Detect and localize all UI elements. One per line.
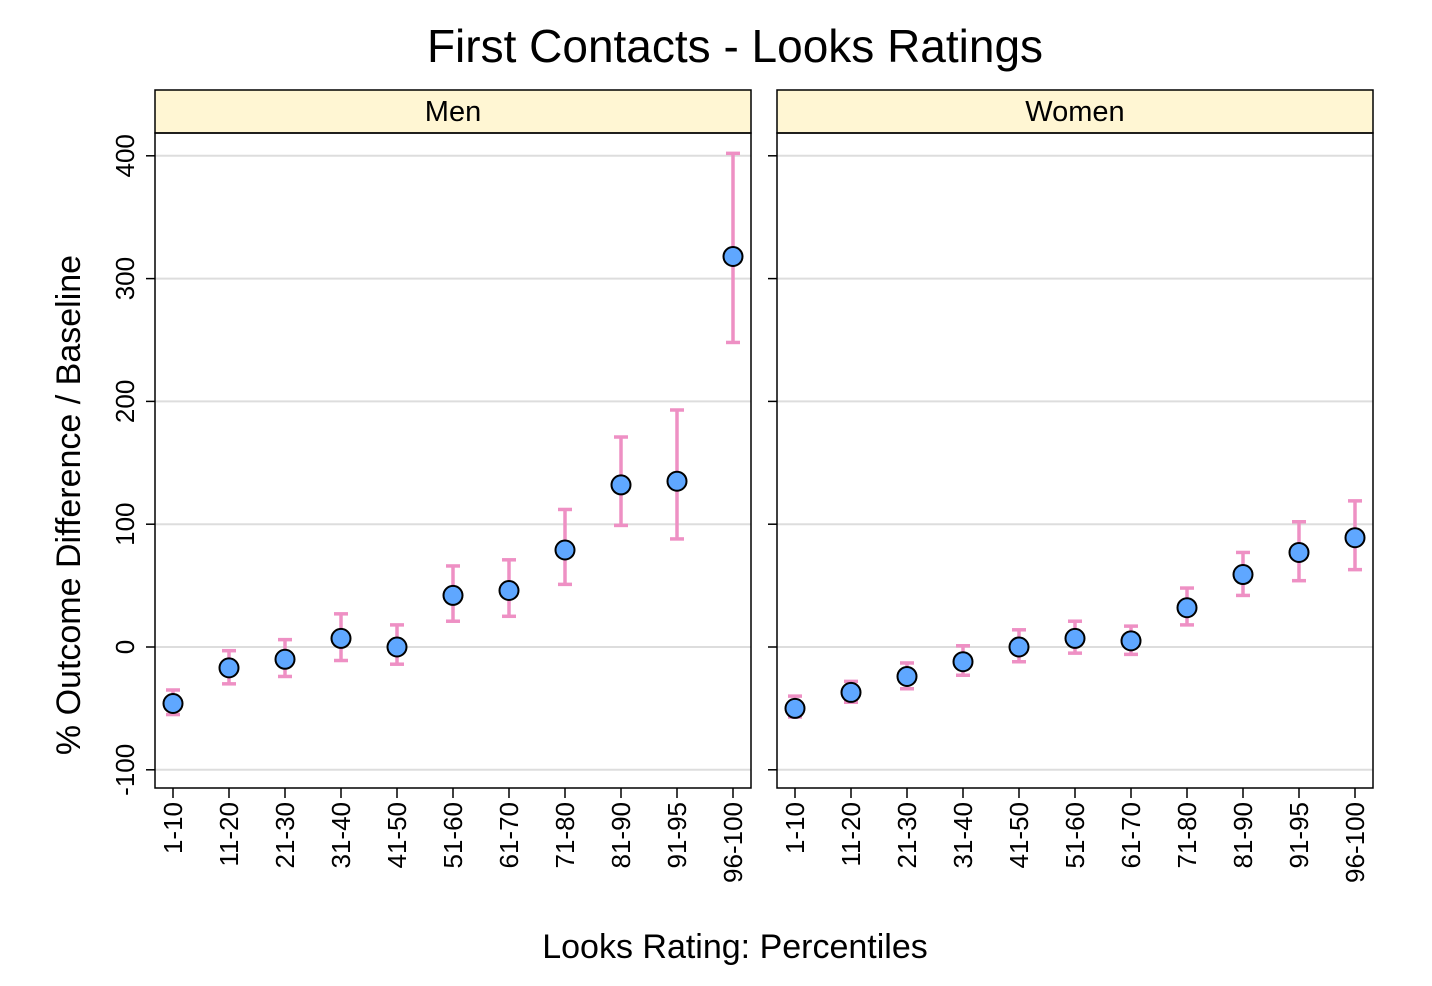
data-point	[840, 681, 862, 703]
data-point	[722, 245, 744, 267]
x-tick-label: 1-10	[780, 802, 810, 854]
data-point	[218, 657, 240, 679]
x-tick-label: 31-40	[948, 802, 978, 869]
panels: Men -100 0 100 200 300 400 1-10 11-20 21-30 31-40 4…	[110, 89, 1374, 883]
data-point	[1176, 597, 1198, 619]
y-tick-label: 300	[110, 257, 140, 300]
data-point	[554, 539, 576, 561]
plot-frame	[776, 132, 1374, 789]
y-tick-label: 400	[110, 134, 140, 177]
x-tick-label: 96-100	[1340, 802, 1370, 883]
data-point	[952, 651, 974, 673]
y-axis-label: % Outcome Difference / Baseline	[50, 255, 88, 755]
data-point	[498, 580, 520, 602]
data-point	[1288, 541, 1310, 563]
chart-title: First Contacts - Looks Ratings	[427, 20, 1043, 72]
x-tick-label: 31-40	[326, 802, 356, 869]
plot-frame	[154, 132, 752, 789]
y-tick-label: 200	[110, 380, 140, 423]
x-tick-label: 21-30	[892, 802, 922, 869]
data-point	[1008, 636, 1030, 658]
x-tick-label: 71-80	[1172, 802, 1202, 869]
data-point	[1120, 630, 1142, 652]
y-tick-label: 100	[110, 503, 140, 546]
data-point	[1344, 527, 1366, 549]
x-tick-label: 91-95	[1284, 802, 1314, 869]
x-tick-label: 61-70	[1116, 802, 1146, 869]
y-tick-label: 0	[110, 640, 140, 654]
data-point	[666, 470, 688, 492]
panel-strip-label: Men	[425, 96, 481, 128]
data-point	[330, 627, 352, 649]
x-tick-label: 21-30	[270, 802, 300, 869]
data-point	[1064, 627, 1086, 649]
x-tick-label: 71-80	[550, 802, 580, 869]
x-tick-label: 41-50	[1004, 802, 1034, 869]
data-point	[442, 584, 464, 606]
panel-men: Men -100 0 100 200 300 400 1-10 11-20 21-30 31-40 4…	[110, 89, 752, 883]
data-point	[896, 665, 918, 687]
data-point	[784, 697, 806, 719]
x-tick-label: 11-20	[836, 802, 866, 867]
data-point	[610, 474, 632, 496]
data-point	[1232, 564, 1254, 586]
data-point	[162, 692, 184, 714]
panel-women: Women 1-10 11-20 21-30 31-40 41-50 51-60 61-70 7…	[768, 89, 1374, 883]
x-tick-label: 81-90	[606, 802, 636, 869]
x-tick-label: 11-20	[214, 802, 244, 867]
y-tick-label: -100	[110, 744, 140, 796]
panel-strip	[776, 89, 1374, 134]
x-tick-label: 96-100	[718, 802, 748, 883]
data-point	[386, 636, 408, 658]
x-tick-label: 81-90	[1228, 802, 1258, 869]
x-tick-label: 61-70	[494, 802, 524, 869]
x-tick-label: 41-50	[382, 802, 412, 869]
data-point	[274, 648, 296, 670]
panel-strip-label: Women	[1025, 96, 1124, 128]
x-tick-label: 51-60	[438, 802, 468, 869]
panel-strip	[154, 89, 752, 134]
x-tick-label: 91-95	[662, 802, 692, 869]
x-axis-label: Looks Rating: Percentiles	[542, 928, 928, 966]
x-tick-label: 51-60	[1060, 802, 1090, 869]
x-tick-label: 1-10	[158, 802, 188, 854]
